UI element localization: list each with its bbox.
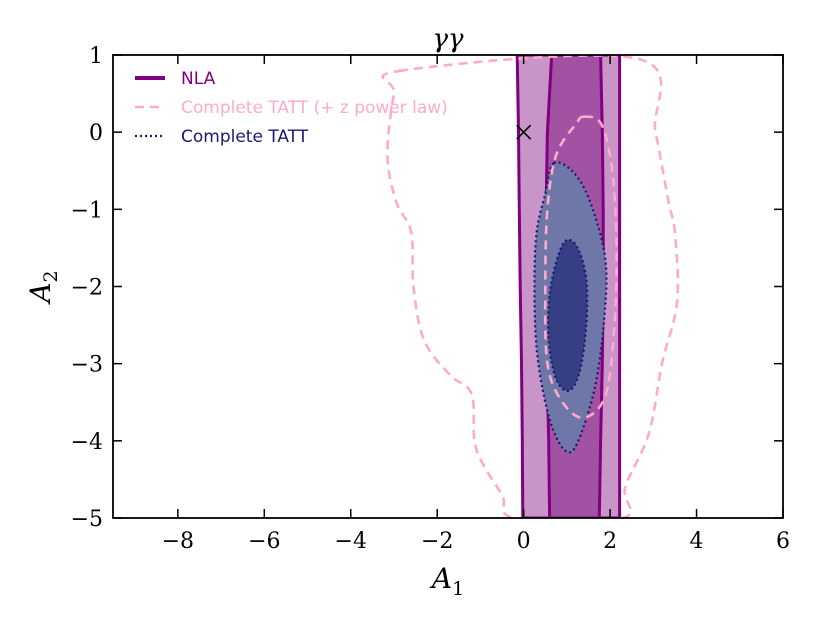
x-tick-label: −6 bbox=[248, 529, 280, 554]
x-axis-label-sub: 1 bbox=[452, 578, 464, 600]
x-tick-label: 6 bbox=[776, 529, 790, 554]
legend-label: Complete TATT (+ z power law) bbox=[181, 98, 448, 118]
x-tick-label: 0 bbox=[517, 529, 531, 554]
y-tick-label: −2 bbox=[71, 276, 103, 301]
tatt-pl-contour-68 bbox=[543, 115, 618, 420]
y-tick-label: 1 bbox=[89, 44, 103, 69]
y-axis-label-sub: 2 bbox=[40, 270, 62, 282]
legend-label: NLA bbox=[181, 69, 216, 89]
contours-layer bbox=[381, 55, 680, 518]
x-tick-label: 2 bbox=[603, 529, 617, 554]
y-tick-label: −1 bbox=[71, 198, 103, 223]
x-tick-label: −4 bbox=[335, 529, 367, 554]
x-tick-label: −2 bbox=[421, 529, 453, 554]
chart-title: γγ bbox=[432, 24, 464, 54]
y-tick-label: −4 bbox=[71, 430, 103, 455]
x-tick-label: 4 bbox=[690, 529, 704, 554]
y-axis-label: A2 bbox=[24, 270, 62, 305]
x-axis-label: A1 bbox=[429, 562, 464, 600]
marker-layer bbox=[516, 124, 532, 140]
tatt-contour-68 bbox=[546, 238, 589, 393]
axis-ticks: −8 −6 −4 −2 0 2 4 6 1 0 −1 −2 −3 −4 −5 bbox=[71, 44, 790, 554]
x-tick-label: −8 bbox=[162, 529, 194, 554]
legend: NLA Complete TATT (+ z power law) Complete… bbox=[135, 69, 448, 147]
y-tick-label: −3 bbox=[71, 353, 103, 378]
x-axis-label-main: A bbox=[429, 562, 452, 595]
plot-frame bbox=[112, 54, 784, 519]
tatt-pl-contour-95 bbox=[381, 55, 680, 518]
y-axis-label-main: A bbox=[24, 282, 57, 305]
y-tick-label: 0 bbox=[89, 121, 103, 146]
y-tick-label: −5 bbox=[71, 507, 103, 532]
legend-label: Complete TATT bbox=[181, 127, 309, 147]
reference-marker bbox=[516, 124, 532, 140]
